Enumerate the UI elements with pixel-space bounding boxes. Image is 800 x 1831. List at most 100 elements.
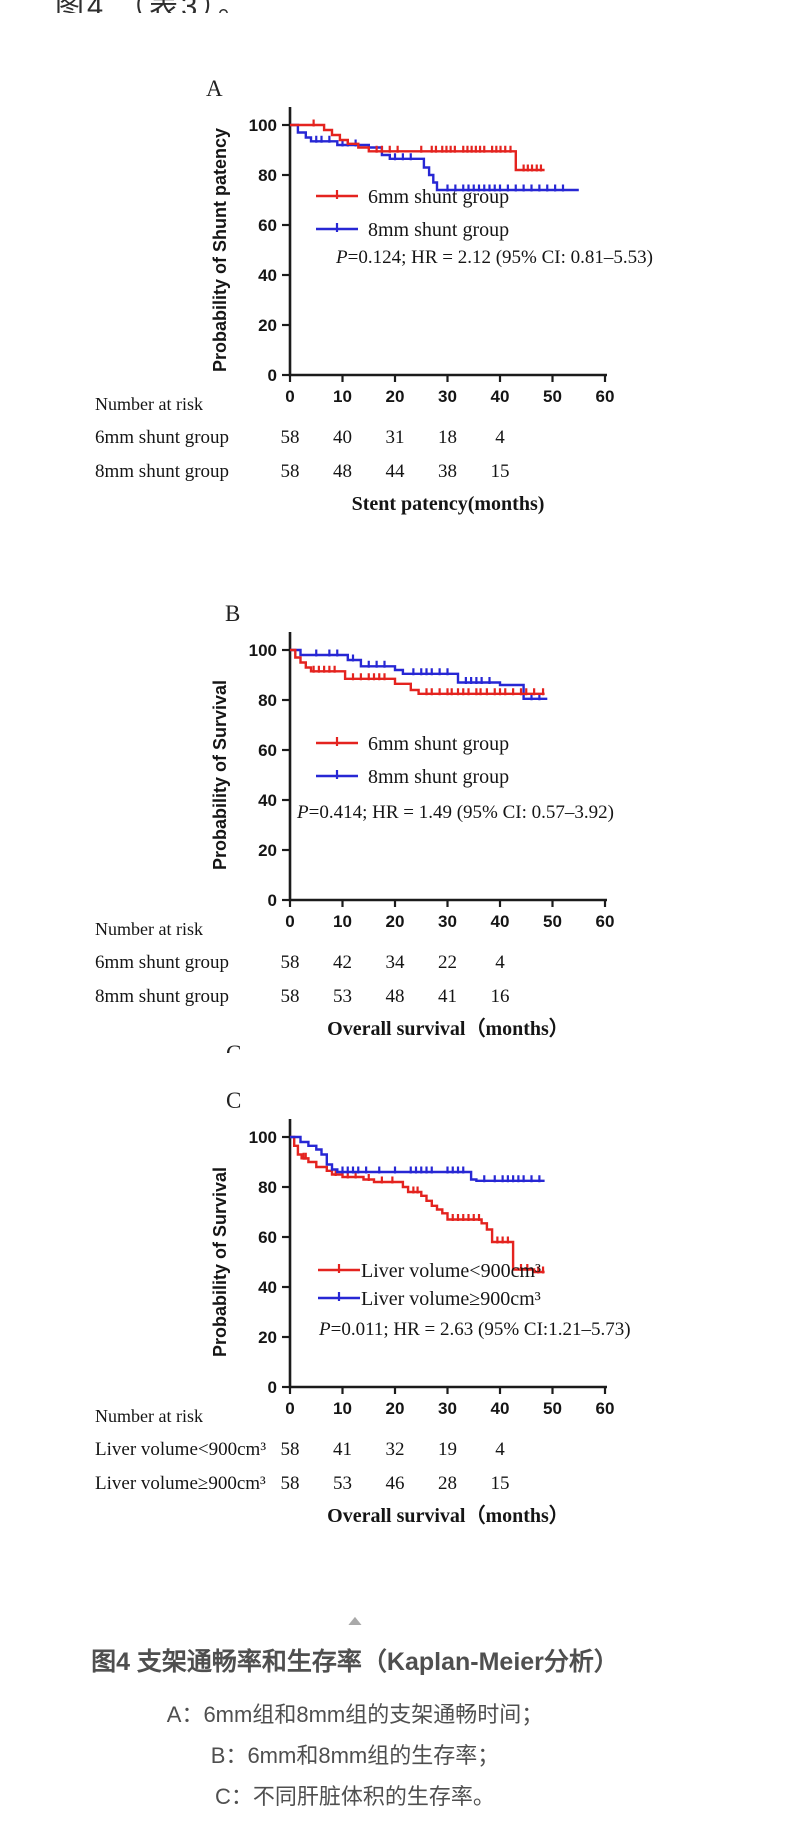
panel-C: C 0 10 20 30 40 50 60 0 20 40 60 80 100 Probability o…	[60, 1085, 750, 1550]
risk-value: 40	[333, 427, 352, 448]
x-tick-label: 30	[438, 1399, 457, 1418]
risk-value: 58	[281, 1473, 300, 1494]
legend-label: 8mm shunt group	[368, 219, 509, 241]
y-tick-label: 0	[268, 366, 277, 385]
risk-value: 4	[495, 1439, 505, 1460]
y-tick-label: 40	[258, 1278, 277, 1297]
x-tick-label: 0	[285, 387, 294, 406]
km-chart-shunt-patency: 0 10 20 30 40 50 60 0 20 40 60 80 100 Probability of …	[95, 107, 653, 515]
x-tick-label: 20	[386, 387, 405, 406]
risk-value: 34	[386, 952, 406, 973]
risk-row-label: 8mm shunt group	[95, 986, 229, 1007]
x-tick-label: 20	[386, 912, 405, 931]
axes	[288, 1119, 607, 1389]
y-tick-label: 0	[268, 1378, 277, 1397]
figure-caption-line-c: C：不同肝脏体积的生存率。	[215, 1784, 495, 1809]
y-tick-label: 100	[249, 116, 277, 135]
y-tick-label: 80	[258, 166, 277, 185]
risk-value: 58	[281, 461, 300, 482]
stats-text: P=0.124; HR = 2.12 (95% CI: 0.81–5.53)	[335, 247, 653, 268]
risk-row-label: 8mm shunt group	[95, 461, 229, 482]
risk-value: 41	[333, 1439, 352, 1460]
risk-value: 58	[281, 1439, 300, 1460]
risk-value: 48	[386, 986, 405, 1007]
risk-row-label: 6mm shunt group	[95, 952, 229, 973]
risk-value: 15	[491, 1473, 510, 1494]
km-chart-survival-shunt: 0 10 20 30 40 50 60 0 20 40 60 80 100 Probability of …	[95, 632, 615, 1040]
x-axis-title: Overall survival（months）	[327, 1504, 569, 1527]
y-tick-label: 20	[258, 841, 277, 860]
clipped-paragraph-span: 图4 （表3）。	[55, 0, 455, 13]
y-tick-label: 20	[258, 1328, 277, 1347]
y-axis-title: Probability of Survival	[210, 1167, 230, 1357]
risk-row-label: Liver volume<900cm³	[95, 1439, 266, 1460]
x-tick-label: 40	[491, 387, 510, 406]
risk-value: 58	[281, 986, 300, 1007]
risk-value: 19	[438, 1439, 457, 1460]
number-at-risk-header: Number at risk	[95, 1406, 203, 1426]
panel-B: B 0 10 20 30 40 50 60 0 20 40 60 80 100 Probability o…	[60, 598, 750, 1063]
figure-caption-line-b: B：6mm和8mm组的生存率；	[210, 1743, 500, 1768]
x-tick-label: 30	[438, 912, 457, 931]
risk-value: 44	[386, 461, 406, 482]
y-tick-label: 60	[258, 1228, 277, 1247]
km-chart-survival-liver-volume: 0 10 20 30 40 50 60 0 20 40 60 80 100 Probability of …	[95, 1119, 631, 1527]
x-tick-label: 60	[596, 1399, 615, 1418]
y-tick-label: 20	[258, 316, 277, 335]
y-tick-label: 100	[249, 1128, 277, 1147]
y-tick-label: 40	[258, 791, 277, 810]
km-curve-blue	[290, 648, 548, 700]
risk-value: 53	[333, 986, 352, 1007]
risk-value: 42	[333, 952, 352, 973]
legend-label: 6mm shunt group	[368, 186, 509, 208]
legend-label: 8mm shunt group	[368, 766, 509, 788]
number-at-risk-header: Number at risk	[95, 919, 203, 939]
risk-value: 22	[438, 952, 457, 973]
risk-value: 46	[386, 1473, 405, 1494]
km-curve-blue	[290, 1135, 545, 1182]
y-tick-label: 40	[258, 266, 277, 285]
risk-row-label: 6mm shunt group	[95, 427, 229, 448]
risk-value: 32	[386, 1439, 405, 1460]
x-tick-label: 40	[491, 1399, 510, 1418]
clipped-panel-letter-span: C	[226, 1042, 241, 1053]
x-tick-label: 60	[596, 912, 615, 931]
axes	[288, 107, 607, 377]
risk-value: 58	[281, 427, 300, 448]
figure-caption-title: 图4 支架通畅率和生存率（Kaplan-Meier分析）	[91, 1648, 619, 1676]
x-tick-label: 10	[333, 387, 352, 406]
figure-caption-line-a: A：6mm组和8mm组的支架通畅时间；	[166, 1702, 544, 1727]
panel-A: A 0 10 20 30 40 50 60 0 20 40 60 80 100 Probability o…	[60, 73, 750, 538]
risk-value: 53	[333, 1473, 352, 1494]
stats-text: P=0.011; HR = 2.63 (95% CI:1.21–5.73)	[318, 1319, 631, 1340]
clipped-paragraph-text: 图4 （表3）。	[55, 0, 455, 13]
x-tick-label: 10	[333, 1399, 352, 1418]
stats-text: P=0.414; HR = 1.49 (95% CI: 0.57–3.92)	[296, 802, 614, 823]
x-tick-label: 40	[491, 912, 510, 931]
legend-label: Liver volume<900cm³	[361, 1260, 541, 1282]
risk-value: 38	[438, 461, 457, 482]
panel-letter-A: A	[206, 76, 223, 101]
y-tick-label: 60	[258, 741, 277, 760]
km-curve-red	[290, 1135, 545, 1274]
x-tick-label: 30	[438, 387, 457, 406]
risk-value: 48	[333, 461, 352, 482]
risk-value: 18	[438, 427, 457, 448]
x-tick-label: 50	[543, 1399, 562, 1418]
y-tick-label: 80	[258, 1178, 277, 1197]
risk-value: 4	[495, 427, 505, 448]
risk-value: 16	[491, 986, 510, 1007]
x-axis-title: Stent patency(months)	[352, 493, 545, 515]
risk-value: 15	[491, 461, 510, 482]
collapse-triangle-icon[interactable]: ▲	[343, 1612, 367, 1628]
km-curve-red	[290, 648, 545, 695]
y-tick-label: 80	[258, 691, 277, 710]
x-tick-label: 10	[333, 912, 352, 931]
y-axis-title: Probability of Survival	[210, 680, 230, 870]
x-tick-label: 20	[386, 1399, 405, 1418]
x-tick-label: 50	[543, 912, 562, 931]
y-tick-label: 0	[268, 891, 277, 910]
x-tick-label: 0	[285, 1399, 294, 1418]
legend-label: 6mm shunt group	[368, 733, 509, 755]
x-tick-label: 0	[285, 912, 294, 931]
